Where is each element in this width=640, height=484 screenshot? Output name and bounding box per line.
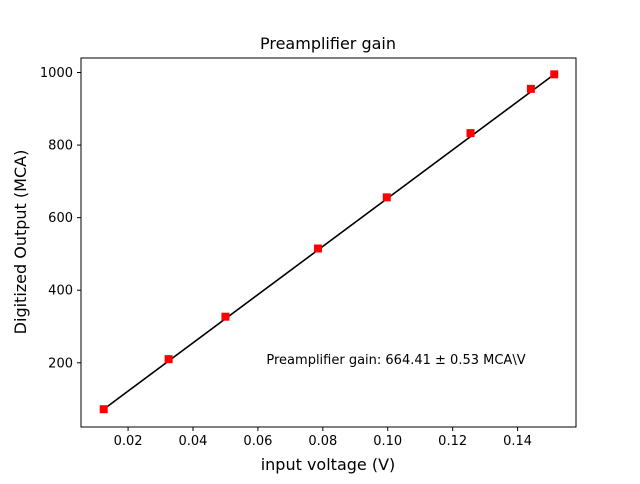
data-point (466, 129, 475, 138)
data-point (313, 244, 322, 253)
y-tick-label: 600 (48, 211, 73, 226)
chart-title: Preamplifier gain (260, 34, 396, 53)
y-tick-label: 1000 (40, 66, 73, 81)
x-tick-label: 0.14 (503, 434, 532, 449)
fit-line (103, 73, 555, 410)
plot-frame (80, 57, 577, 428)
data-point (221, 312, 230, 321)
series-layer (99, 70, 559, 414)
x-axis-ticks: 0.02 0.04 0.06 0.08 0.10 0.12 0.14 (114, 427, 532, 449)
data-point (99, 405, 108, 414)
x-tick-label: 0.02 (114, 434, 143, 449)
x-tick-label: 0.06 (243, 434, 272, 449)
x-axis-label: input voltage (V) (261, 455, 396, 474)
y-tick-label: 400 (48, 284, 73, 299)
x-tick-label: 0.04 (179, 434, 208, 449)
data-point (526, 84, 535, 93)
x-tick-label: 0.10 (373, 434, 402, 449)
y-tick-label: 800 (48, 139, 73, 154)
x-tick-label: 0.08 (308, 434, 337, 449)
y-axis-label: Digitized Output (MCA) (11, 150, 30, 335)
data-point (550, 70, 559, 79)
data-point (382, 193, 391, 202)
gain-annotation: Preamplifier gain: 664.41 ± 0.53 MCA\V (266, 353, 525, 368)
x-tick-label: 0.12 (438, 434, 467, 449)
y-axis-ticks: 200 400 600 800 1000 (40, 66, 81, 371)
data-point (164, 355, 173, 364)
y-tick-label: 200 (48, 356, 73, 371)
